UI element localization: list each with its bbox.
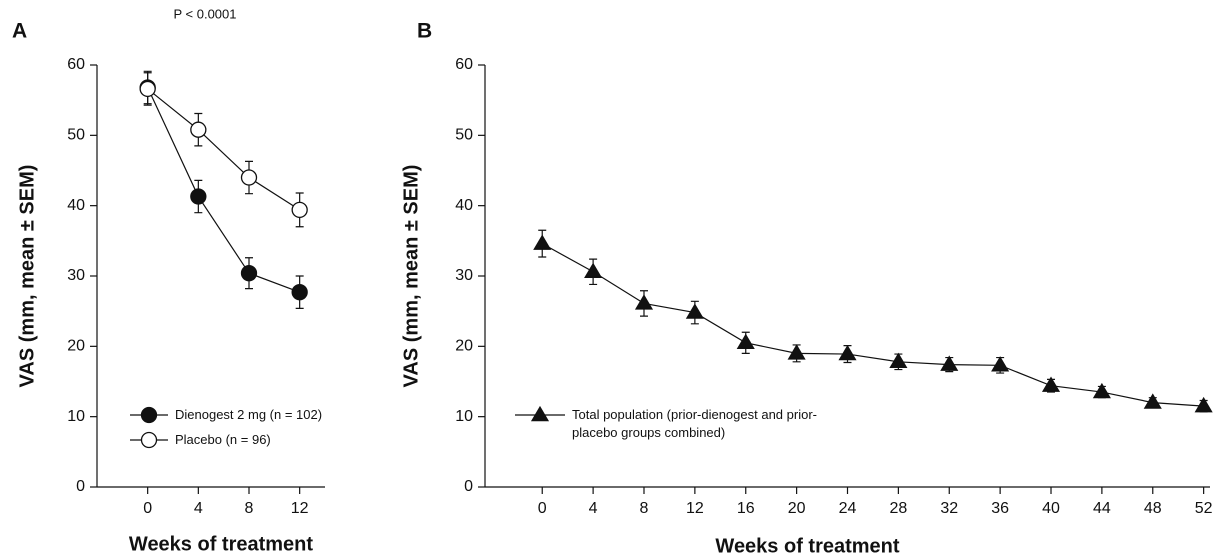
legend-label: Total population (prior-dienogest and pr…	[572, 407, 817, 440]
y-tick-label: 0	[76, 478, 85, 495]
data-point	[1194, 396, 1213, 413]
series-line	[147, 88, 300, 211]
y-tick-label: 20	[67, 338, 85, 355]
data-point	[991, 356, 1010, 372]
series-line	[541, 243, 1204, 407]
y-tick-label: 30	[455, 267, 473, 284]
data-point	[533, 234, 552, 250]
series-line	[147, 87, 300, 293]
data-point	[584, 262, 603, 278]
x-tick-label: 28	[889, 500, 907, 517]
x-tick-label: 32	[940, 500, 958, 517]
data-point	[291, 201, 308, 219]
data-point	[1092, 382, 1111, 399]
x-tick-label: 4	[194, 500, 203, 517]
data-point	[889, 352, 908, 369]
data-point	[736, 333, 755, 350]
y-tick-label: 10	[455, 408, 473, 425]
x-tick-label: 16	[737, 500, 755, 517]
y-tick-label: 60	[455, 56, 473, 73]
y-tick-label: 30	[67, 267, 85, 284]
y-axis-label: VAS (mm, mean ± SEM)	[16, 165, 38, 388]
y-tick-label: 60	[67, 56, 85, 73]
x-tick-label: 4	[589, 500, 598, 517]
data-point	[1041, 376, 1061, 392]
y-tick-label: 50	[455, 127, 473, 144]
data-point	[685, 303, 704, 319]
legend-label-box: Placebo (n = 96)	[175, 432, 271, 447]
legend-marker	[140, 406, 158, 424]
x-tick-label: 20	[788, 500, 806, 517]
x-tick-label: 8	[245, 500, 254, 517]
y-tick-label: 40	[455, 197, 473, 214]
x-tick-label: 0	[538, 500, 547, 517]
x-tick-label: 12	[291, 500, 309, 517]
x-tick-label: 0	[143, 500, 152, 517]
legend-marker	[530, 405, 550, 422]
data-point	[940, 355, 959, 371]
annotation: P < 0.0001	[173, 6, 236, 21]
data-point	[139, 80, 156, 98]
data-point	[787, 344, 806, 360]
x-tick-label: 24	[839, 500, 857, 517]
data-point	[240, 265, 258, 282]
y-tick-label: 10	[67, 408, 85, 425]
x-tick-label: 48	[1144, 500, 1162, 517]
y-tick-label: 50	[67, 127, 85, 144]
x-tick-label: 44	[1093, 500, 1111, 517]
x-tick-label: 36	[991, 500, 1009, 517]
x-tick-label: 52	[1195, 500, 1213, 517]
y-tick-label: 20	[455, 338, 473, 355]
data-point	[240, 169, 258, 186]
y-axis-label: VAS (mm, mean ± SEM)	[400, 165, 422, 388]
legend-label: Placebo (n = 96)	[175, 432, 271, 447]
data-point	[190, 188, 207, 205]
x-axis-label: Weeks of treatment	[715, 535, 899, 557]
panel-label: B	[417, 20, 432, 43]
y-tick-label: 40	[67, 197, 85, 214]
legend-label-box: Total population (prior-dienogest and pr…	[572, 407, 817, 440]
x-tick-label: 40	[1042, 500, 1060, 517]
data-point	[1143, 393, 1162, 409]
x-tick-label: 8	[640, 500, 649, 517]
panel-label: A	[12, 20, 27, 43]
legend-label-box: Dienogest 2 mg (n = 102)	[175, 407, 323, 422]
y-tick-label: 0	[464, 478, 473, 495]
data-point	[291, 284, 308, 301]
x-tick-label: 12	[686, 500, 704, 517]
legend-marker	[140, 431, 158, 449]
data-point	[838, 344, 857, 361]
data-point	[190, 121, 207, 138]
x-axis-label: Weeks of treatment	[129, 533, 313, 555]
data-point	[634, 294, 654, 310]
legend-label: Dienogest 2 mg (n = 102)	[175, 407, 323, 422]
